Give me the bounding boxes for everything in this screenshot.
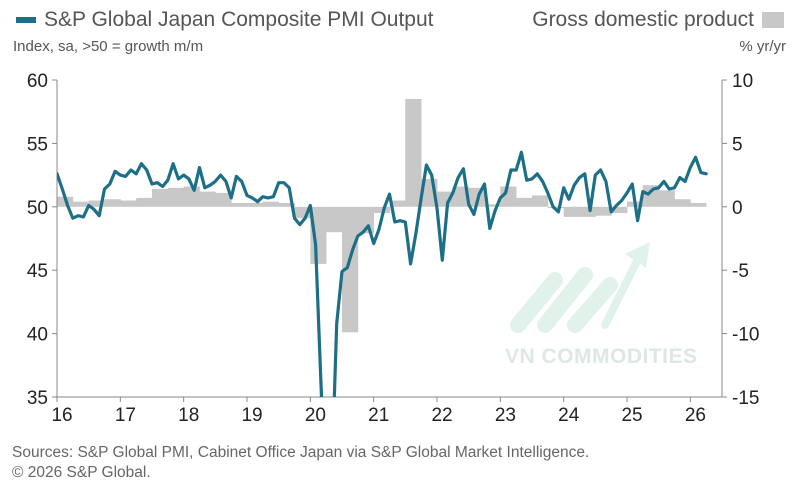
gdp-bar [231, 203, 248, 207]
gdp-bar [389, 200, 406, 207]
left-tick-label: 40 [27, 325, 48, 346]
chart-legend: S&P Global Japan Composite PMI Output Gr… [16, 8, 784, 36]
x-tick-label: 24 [558, 405, 580, 426]
gdp-bar [183, 186, 200, 207]
gdp-bar [136, 197, 153, 207]
x-tick-label: 17 [115, 405, 136, 426]
legend-label-pmi: S&P Global Japan Composite PMI Output [44, 8, 434, 31]
gdp-bar [88, 200, 105, 207]
watermark-text: VN COMMODITIES [505, 345, 698, 368]
left-tick-label: 55 [27, 134, 48, 155]
gdp-bar [373, 206, 390, 214]
chart-footer: Sources: S&P Global PMI, Cabinet Office … [12, 443, 589, 483]
right-tick-label: -15 [732, 388, 759, 409]
right-tick-label: -5 [732, 261, 749, 282]
right-tick-label: 10 [732, 71, 753, 92]
x-tick-label: 19 [241, 405, 262, 426]
gdp-bar [262, 201, 279, 207]
gdp-bar [595, 206, 612, 216]
left-tick-label: 45 [27, 261, 48, 282]
left-axis-title: Index, sa, >50 = growth m/m [13, 38, 204, 55]
right-tick-label: 0 [732, 198, 743, 219]
gdp-bar [516, 197, 533, 207]
legend-swatch-pmi [16, 17, 36, 23]
x-tick-label: 22 [431, 405, 452, 426]
left-tick-label: 35 [27, 388, 48, 409]
gdp-bar [215, 192, 232, 207]
legend-swatch-gdp [762, 12, 784, 28]
gdp-bar [104, 199, 121, 207]
watermark-logo-icon [510, 242, 650, 333]
gdp-bar [658, 190, 675, 207]
gdp-bar [484, 204, 501, 207]
gdp-bar [674, 199, 691, 207]
x-tick-label: 26 [685, 405, 706, 426]
left-tick-label: 50 [27, 198, 48, 219]
gdp-bar [72, 201, 89, 207]
copyright-note: © 2026 S&P Global. [12, 464, 151, 481]
x-tick-label: 18 [178, 405, 199, 426]
gdp-bar [405, 99, 422, 207]
right-tick-label: 5 [732, 134, 743, 155]
gdp-bar [690, 203, 707, 207]
gdp-bar [342, 206, 359, 333]
source-note: Sources: S&P Global PMI, Cabinet Office … [12, 444, 590, 461]
x-tick-label: 20 [305, 405, 326, 426]
gdp-bar [579, 206, 596, 217]
x-tick-label: 25 [621, 405, 642, 426]
right-axis-title: % yr/yr [739, 38, 786, 55]
pmi-series-line [57, 150, 708, 397]
gdp-bar [642, 185, 659, 207]
legend-label-gdp: Gross domestic product [532, 8, 754, 31]
gdp-bar [326, 206, 343, 233]
axis-tick-labels: 35 40 45 50 55 60 -15 -10 -5 0 5 10 16 17 18 19 20 21 22 23… [27, 71, 760, 426]
x-tick-label: 23 [495, 405, 516, 426]
left-tick-label: 60 [27, 71, 48, 92]
gdp-bar [563, 206, 580, 217]
gdp-bar [167, 187, 184, 207]
gdp-bar [247, 203, 264, 207]
gdp-bar [278, 203, 295, 207]
gdp-bar [532, 195, 549, 207]
pmi-line-layer [57, 150, 708, 397]
legend-item-pmi: S&P Global Japan Composite PMI Output [16, 8, 433, 32]
gdp-bar [294, 206, 311, 219]
x-tick-label: 21 [368, 405, 389, 426]
legend-item-gdp: Gross domestic product [532, 8, 784, 32]
x-tick-label: 16 [51, 405, 72, 426]
right-tick-label: -10 [732, 325, 759, 346]
chart-axes [52, 79, 727, 402]
gdp-bar [611, 206, 628, 214]
gdp-bar [120, 200, 137, 207]
gdp-bar [199, 191, 216, 207]
gdp-bar [452, 186, 469, 207]
gdp-bar [152, 189, 169, 207]
